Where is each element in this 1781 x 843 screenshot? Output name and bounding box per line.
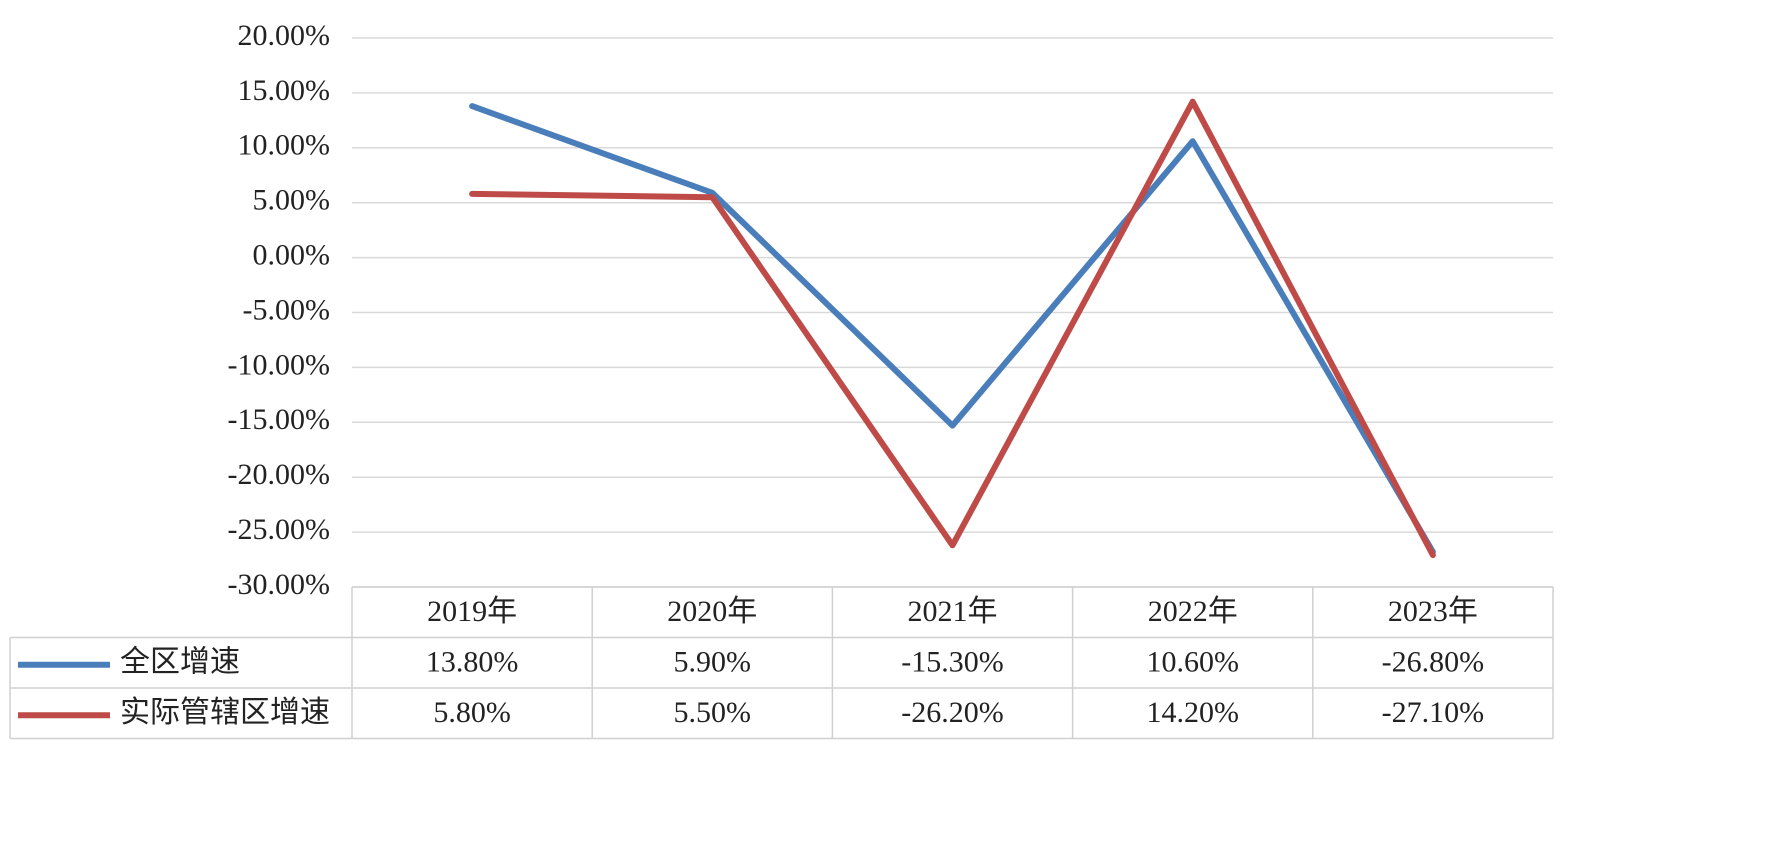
legend-label: 全区增速 <box>120 646 240 679</box>
series-line <box>469 98 1436 559</box>
y-tick-label: -25.00% <box>228 513 330 546</box>
table-value: 5.50% <box>674 696 752 729</box>
y-tick-label: -5.00% <box>243 293 330 326</box>
x-tick-label: 2021年 <box>908 595 998 628</box>
x-tick-label: 2019年 <box>427 595 517 628</box>
y-tick-label: 5.00% <box>253 184 331 217</box>
table-value: -26.80% <box>1382 646 1484 679</box>
table-value: 5.90% <box>674 646 752 679</box>
y-tick-label: -10.00% <box>228 348 330 381</box>
y-tick-label: -15.00% <box>228 403 330 436</box>
table-value: -27.10% <box>1382 696 1484 729</box>
y-tick-label: -20.00% <box>228 458 330 491</box>
x-tick-label: 2020年 <box>667 595 757 628</box>
y-tick-label: 20.00% <box>238 19 331 52</box>
y-tick-label: 10.00% <box>238 129 331 162</box>
table-value: -15.30% <box>901 646 1003 679</box>
y-tick-label: 0.00% <box>253 238 331 271</box>
y-tick-label: -30.00% <box>228 568 330 601</box>
table-value: 5.80% <box>433 696 511 729</box>
table-value: 10.60% <box>1146 646 1239 679</box>
x-tick-label: 2022年 <box>1148 595 1238 628</box>
legend-label: 实际管辖区增速 <box>120 696 330 729</box>
series-line <box>469 103 1436 555</box>
x-tick-label: 2023年 <box>1388 595 1478 628</box>
table-value: 13.80% <box>426 646 519 679</box>
y-tick-label: 15.00% <box>238 74 331 107</box>
table-value: 14.20% <box>1146 696 1239 729</box>
table-value: -26.20% <box>901 696 1003 729</box>
